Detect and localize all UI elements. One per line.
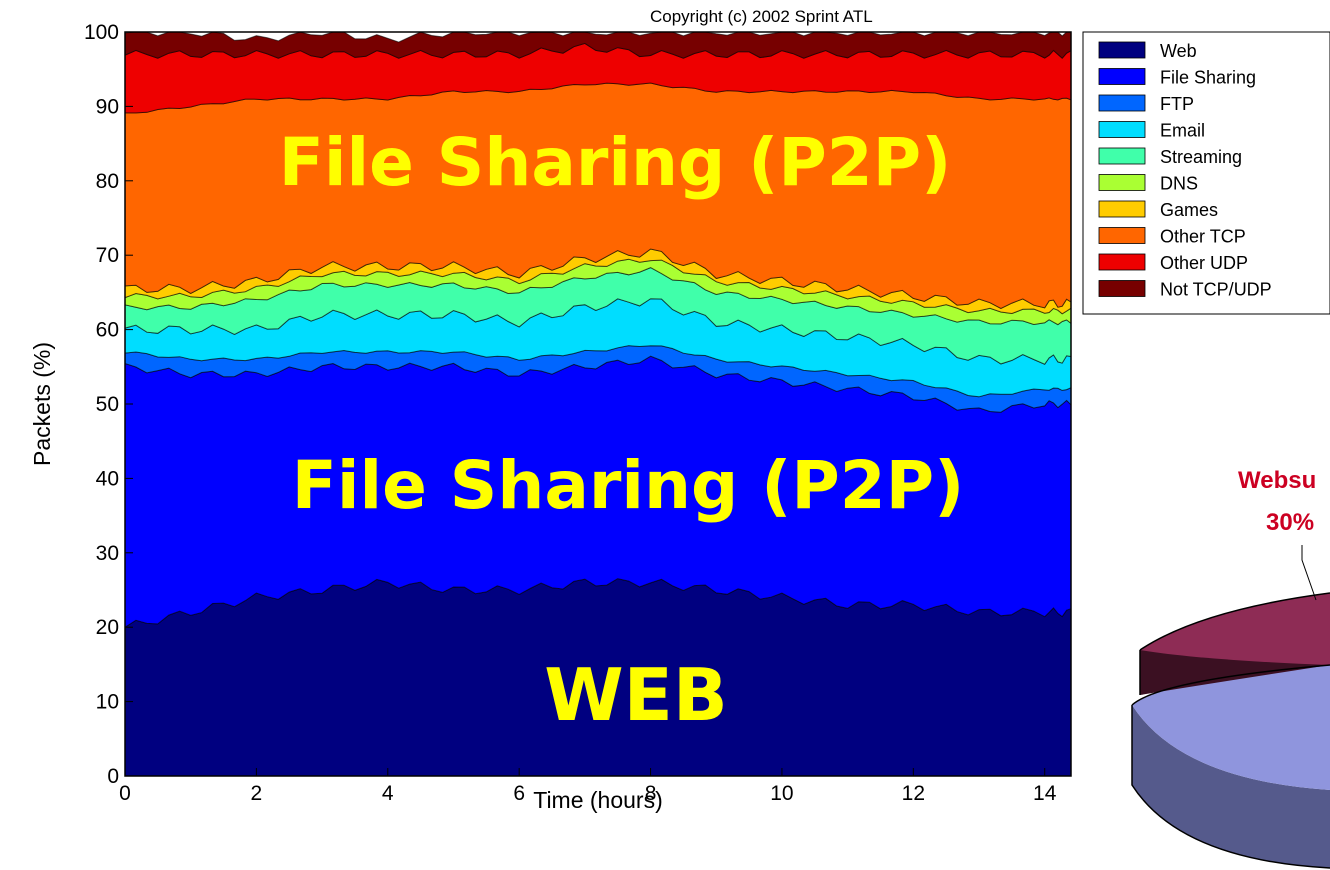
y-tick-label: 20 xyxy=(96,616,119,639)
x-tick-label: 12 xyxy=(902,782,925,805)
y-tick-label: 60 xyxy=(96,319,119,342)
legend-label: Email xyxy=(1160,121,1205,141)
y-tick-label: 40 xyxy=(96,467,119,490)
y-axis-ticks: 0 10 20 30 40 50 60 70 80 90 100 xyxy=(84,21,133,788)
legend-label: Other UDP xyxy=(1160,253,1248,273)
pie-slice-lower-side xyxy=(1132,705,1330,868)
pie-outline xyxy=(1131,592,1330,869)
x-tick-label: 10 xyxy=(770,782,793,805)
x-tick-label: 6 xyxy=(513,782,525,805)
legend: Web File Sharing FTP Email Streaming DNS Games… xyxy=(1082,31,1330,315)
y-tick-label: 30 xyxy=(96,542,119,565)
stacked-areas xyxy=(124,31,1072,777)
x-tick-label: 0 xyxy=(119,782,131,805)
x-axis-ticks: 0 2 4 6 8 10 12 14 xyxy=(119,768,1057,805)
legend-label: Games xyxy=(1160,200,1218,220)
legend-swatch xyxy=(1098,94,1146,112)
x-axis-label: Time (hours) xyxy=(533,787,663,813)
y-axis-label: Packets (%) xyxy=(29,342,55,466)
y-tick-label: 0 xyxy=(107,765,119,788)
y-tick-label: 100 xyxy=(84,21,119,44)
legend-swatch xyxy=(1098,147,1146,165)
legend-swatch xyxy=(1098,174,1146,191)
legend-swatch xyxy=(1098,227,1146,244)
legend-label: Other TCP xyxy=(1160,227,1246,247)
legend-label: DNS xyxy=(1160,174,1198,194)
annotation-p2p-middle: File Sharing (P2P) xyxy=(292,447,965,524)
legend-swatch xyxy=(1098,280,1146,297)
pie-label-name: Websu xyxy=(1238,467,1316,494)
legend-swatch xyxy=(1098,68,1146,85)
legend-swatch xyxy=(1098,200,1146,218)
x-tick-label: 4 xyxy=(382,782,394,805)
pie-label-value: 30% xyxy=(1266,509,1314,536)
x-tick-label: 8 xyxy=(645,782,657,805)
legend-swatch xyxy=(1098,41,1146,59)
legend-label: File Sharing xyxy=(1160,68,1256,88)
pie-slice-lower-top xyxy=(1132,665,1330,790)
legend-label: Streaming xyxy=(1160,147,1242,167)
x-tick-label: 14 xyxy=(1033,782,1057,805)
y-tick-label: 50 xyxy=(96,393,119,416)
y-tick-label: 90 xyxy=(96,95,119,118)
pie-chart-partial: Websu 30% xyxy=(1131,467,1330,869)
y-tick-label: 70 xyxy=(96,244,119,267)
copyright-text: Copyright (c) 2002 Sprint ATL xyxy=(650,7,873,26)
pie-label-leader xyxy=(1301,545,1317,601)
y-tick-label: 10 xyxy=(96,691,119,714)
x-tick-label: 2 xyxy=(251,782,263,805)
legend-swatch xyxy=(1098,121,1146,138)
y-tick-label: 80 xyxy=(96,170,119,193)
legend-label: Web xyxy=(1160,41,1197,61)
pie-slice-upper-top xyxy=(1140,593,1330,665)
annotation-web: WEB xyxy=(544,653,727,737)
legend-label: FTP xyxy=(1160,94,1194,114)
legend-label: Not TCP/UDP xyxy=(1160,280,1272,300)
legend-swatch xyxy=(1098,253,1146,271)
annotation-p2p-top: File Sharing (P2P) xyxy=(279,124,952,201)
